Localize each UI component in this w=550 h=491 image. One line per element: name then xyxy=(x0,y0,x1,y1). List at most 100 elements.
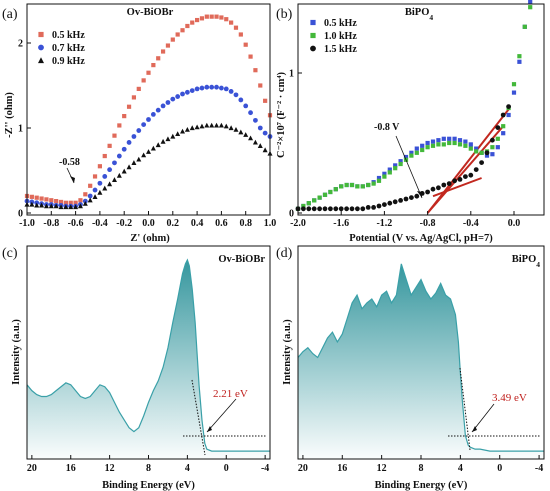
data-point xyxy=(393,163,398,168)
data-point xyxy=(365,205,371,210)
data-point xyxy=(403,154,409,160)
data-point xyxy=(468,146,473,151)
data-point xyxy=(463,139,468,144)
data-point xyxy=(398,161,403,167)
data-point xyxy=(39,202,45,208)
data-point xyxy=(262,130,268,136)
data-point xyxy=(151,63,156,68)
x-tick-label: 0.2 xyxy=(167,218,180,229)
data-point xyxy=(88,183,93,188)
chart-title: Ov-BiOBr xyxy=(218,254,265,265)
data-point xyxy=(333,206,339,212)
data-point xyxy=(425,189,430,195)
data-point xyxy=(223,86,229,92)
data-point xyxy=(371,181,376,186)
data-point xyxy=(156,56,161,61)
data-point xyxy=(376,178,382,183)
x-tick-label: 0.6 xyxy=(215,218,228,229)
data-point xyxy=(484,153,490,158)
data-point xyxy=(339,184,344,189)
data-point xyxy=(170,37,175,42)
legend-marker xyxy=(310,32,316,39)
data-point xyxy=(97,189,103,195)
data-point xyxy=(528,0,533,4)
data-point xyxy=(452,136,457,141)
spectrum-line xyxy=(26,258,270,452)
data-point xyxy=(228,89,234,94)
data-point xyxy=(349,206,355,212)
panel-label: (d) xyxy=(276,246,293,261)
data-point xyxy=(447,136,452,141)
data-point xyxy=(87,193,93,199)
area-fill xyxy=(27,260,270,459)
data-point xyxy=(229,20,234,25)
x-axis-label: Binding Energy (eV) xyxy=(102,480,195,491)
data-point xyxy=(457,138,463,143)
data-point xyxy=(53,203,59,209)
data-point xyxy=(511,82,517,87)
data-point xyxy=(446,181,452,187)
data-point xyxy=(131,160,137,165)
x-tick-label: 20 xyxy=(27,463,37,474)
legend-label: 1.5 kHz xyxy=(324,44,357,55)
y-axis-label: Intensity (a.u.) xyxy=(11,319,22,385)
data-point xyxy=(219,85,224,91)
annotation-arrowhead xyxy=(417,191,422,198)
annotation-label: -0.58 xyxy=(59,157,80,168)
data-point xyxy=(175,94,181,99)
data-point xyxy=(78,198,83,203)
data-point xyxy=(209,84,215,90)
data-point xyxy=(253,117,258,123)
fit-line xyxy=(432,177,482,198)
data-point xyxy=(344,182,349,188)
chart-title: BiPO4 xyxy=(512,254,541,269)
data-point xyxy=(73,204,79,210)
data-point xyxy=(204,84,210,90)
data-point xyxy=(39,196,44,201)
data-point xyxy=(306,206,312,212)
data-point xyxy=(441,182,447,188)
data-point xyxy=(111,177,117,182)
plot-frame xyxy=(297,3,545,216)
x-tick-label: 8 xyxy=(419,463,424,474)
x-axis-label: Potential (V vs. Ag/AgCl, pH=7) xyxy=(349,233,493,244)
data-point xyxy=(495,145,500,150)
legend-marker xyxy=(310,19,316,26)
data-point xyxy=(194,124,200,130)
annotation-label: 3.49 eV xyxy=(492,392,527,404)
data-point xyxy=(393,166,398,171)
data-point xyxy=(112,133,117,138)
data-point xyxy=(214,84,219,90)
data-point xyxy=(195,17,200,23)
data-point xyxy=(44,197,49,202)
chart-title-subscript: 4 xyxy=(429,13,433,22)
data-point xyxy=(403,196,409,202)
data-point xyxy=(97,180,103,186)
data-point xyxy=(463,174,468,180)
data-point xyxy=(344,206,349,212)
data-point xyxy=(184,127,190,132)
data-point xyxy=(457,177,463,182)
data-point xyxy=(500,112,506,118)
data-point xyxy=(185,23,190,29)
data-point xyxy=(136,156,142,162)
data-point xyxy=(107,167,113,173)
data-point xyxy=(175,32,180,37)
data-point xyxy=(528,5,533,10)
data-point xyxy=(322,192,328,197)
data-point xyxy=(116,153,122,159)
data-point xyxy=(425,145,430,150)
x-tick-label: -1.0 xyxy=(19,218,35,229)
data-point xyxy=(68,204,74,210)
x-tick-label: -0.6 xyxy=(68,218,84,229)
chart-title-subscript: 4 xyxy=(536,260,540,269)
data-point xyxy=(495,125,501,130)
data-point xyxy=(360,206,366,212)
data-point xyxy=(218,122,224,128)
x-tick-label: 0.0 xyxy=(142,218,155,229)
data-point xyxy=(517,59,522,64)
legend-marker xyxy=(38,57,44,64)
annotation-label: 2.21 eV xyxy=(213,388,248,400)
data-point xyxy=(43,203,49,209)
data-point xyxy=(223,123,229,129)
